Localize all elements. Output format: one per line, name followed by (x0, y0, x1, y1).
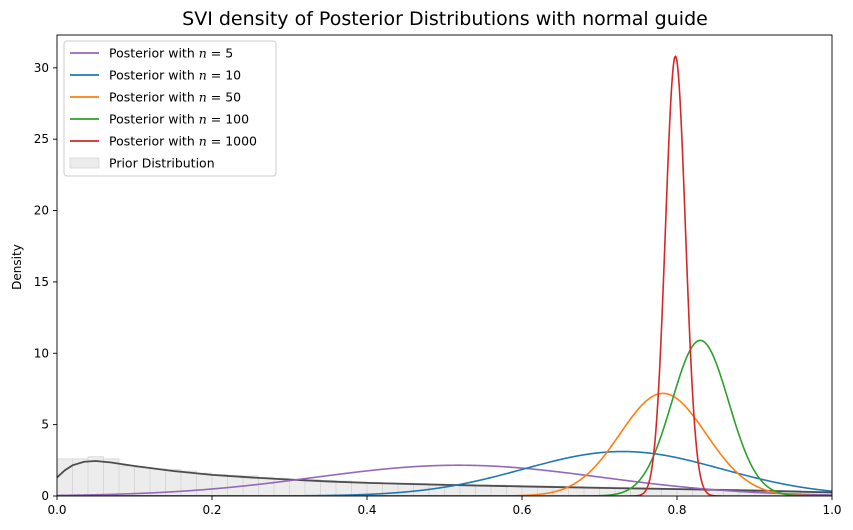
legend-entry-label: Posterior with n = 10 (109, 68, 241, 83)
posterior-line-n5 (57, 464, 832, 496)
prior-hist-bar (289, 478, 306, 496)
legend-box (63, 40, 277, 177)
prior-hist-bar (397, 482, 414, 496)
x-tick-label: 0.6 (512, 503, 531, 517)
prior-hist-bar (134, 467, 151, 496)
prior-hist-bar (103, 458, 120, 496)
y-tick-label: 25 (34, 132, 49, 146)
prior-hist-bar (335, 480, 352, 496)
x-tick-label: 1.0 (822, 503, 841, 517)
y-tick-label: 5 (41, 418, 49, 432)
prior-hist-bar (196, 472, 213, 496)
y-tick-label: 10 (34, 346, 49, 360)
legend-entry-label: Posterior with n = 1000 (109, 134, 257, 149)
prior-hist-bar (258, 477, 275, 496)
posterior-line-n100 (57, 339, 832, 496)
prior-kde-line (57, 460, 832, 494)
y-tick-label: 0 (41, 489, 49, 503)
y-axis-label: Density (10, 244, 24, 290)
prior-hist-bar (87, 456, 104, 496)
x-tick-label: 0.2 (202, 503, 221, 517)
legend: Posterior with n = 5 Posterior with n = 1… (63, 40, 277, 177)
plot-area: 0.0 0.2 0.4 0.6 0.8 1.0 0 5 10 15 20 25 30 Posterior … (34, 34, 842, 517)
posterior-line-n10 (57, 450, 832, 496)
legend-entry-label: Posterior with n = 50 (109, 90, 241, 105)
x-tick-label: 0.4 (357, 503, 376, 517)
axes-frame (56, 34, 833, 497)
x-tick-label: 0.0 (47, 503, 66, 517)
y-tick-label: 30 (34, 61, 49, 75)
posterior-line-n50 (57, 392, 832, 496)
y-tick-label: 15 (34, 275, 49, 289)
plot-clip-group (57, 55, 832, 496)
prior-hist-bar (57, 458, 73, 496)
prior-hist-bar (118, 465, 135, 496)
prior-hist-bar (211, 474, 228, 496)
legend-entry-label: Posterior with n = 100 (109, 112, 249, 127)
legend-swatch (69, 157, 100, 169)
x-tick-label: 0.8 (667, 503, 686, 517)
chart-title: SVI density of Posterior Distributions w… (182, 8, 708, 30)
legend-entry-label: Prior Distribution (109, 156, 215, 171)
prior-hist-bar (304, 479, 321, 496)
prior-hist-bar (320, 479, 337, 496)
y-tick-label: 20 (34, 204, 49, 218)
prior-hist-bar (180, 470, 197, 496)
posterior-line-n1000 (57, 55, 832, 496)
legend-entry-label: Posterior with n = 5 (109, 46, 233, 61)
